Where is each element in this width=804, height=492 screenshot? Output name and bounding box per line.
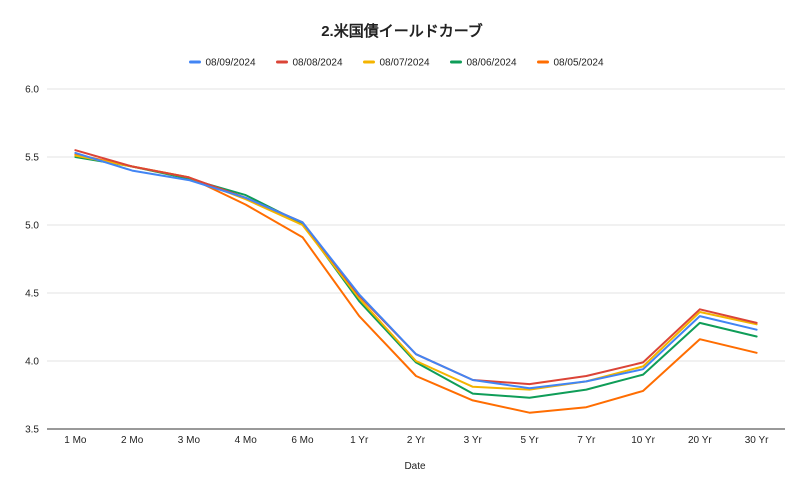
chart-gridlines	[47, 88, 785, 430]
x-tick-label: 4 Mo	[235, 435, 258, 446]
x-tick-label: 30 Yr	[745, 435, 769, 446]
x-tick-label: 10 Yr	[631, 435, 655, 446]
series-line-08-06-2024	[74, 156, 758, 399]
series-line-08-05-2024	[74, 153, 758, 414]
y-tick-label: 4.5	[25, 289, 39, 300]
chart-legend: 08/09/2024 08/08/2024 08/07/2024 08/06/2024…	[189, 58, 604, 69]
x-tick-label: 3 Mo	[178, 435, 201, 446]
x-axis: 1 Mo 2 Mo 3 Mo 4 Mo 6 Mo 1 Yr 2 Yr 3 Yr 5 Yr 7 Yr…	[64, 435, 769, 446]
chart-title: 2.米国債イールドカーブ	[321, 22, 483, 40]
x-tick-label: 5 Yr	[520, 435, 539, 446]
x-tick-label: 1 Mo	[64, 435, 87, 446]
x-tick-label: 3 Yr	[464, 435, 483, 446]
x-tick-label: 20 Yr	[688, 435, 712, 446]
y-tick-label: 3.5	[25, 425, 39, 436]
y-tick-label: 4.0	[25, 357, 39, 368]
y-axis: 6.0 5.5 5.0 4.5 4.0 3.5	[25, 85, 39, 436]
legend-label: 08/09/2024	[206, 58, 256, 69]
x-tick-label: 2 Mo	[121, 435, 144, 446]
legend-label: 08/05/2024	[554, 58, 604, 69]
legend-item[interactable]: 08/09/2024	[189, 58, 256, 69]
series-line-08-09-2024	[74, 151, 758, 390]
x-axis-label: Date	[404, 461, 426, 472]
legend-item[interactable]: 08/05/2024	[537, 58, 604, 69]
legend-label: 08/08/2024	[293, 58, 343, 69]
legend-label: 08/07/2024	[380, 58, 430, 69]
x-tick-label: 1 Yr	[350, 435, 369, 446]
legend-item[interactable]: 08/06/2024	[450, 58, 517, 69]
legend-item[interactable]: 08/07/2024	[363, 58, 430, 69]
x-tick-label: 2 Yr	[407, 435, 426, 446]
x-tick-label: 6 Mo	[291, 435, 314, 446]
y-tick-label: 5.5	[25, 153, 39, 164]
y-tick-label: 6.0	[25, 85, 39, 96]
legend-label: 08/06/2024	[467, 58, 517, 69]
chart-series	[74, 149, 758, 414]
legend-item[interactable]: 08/08/2024	[276, 58, 343, 69]
x-tick-label: 7 Yr	[577, 435, 596, 446]
series-line-08-08-2024	[74, 149, 758, 386]
y-tick-label: 5.0	[25, 221, 39, 232]
